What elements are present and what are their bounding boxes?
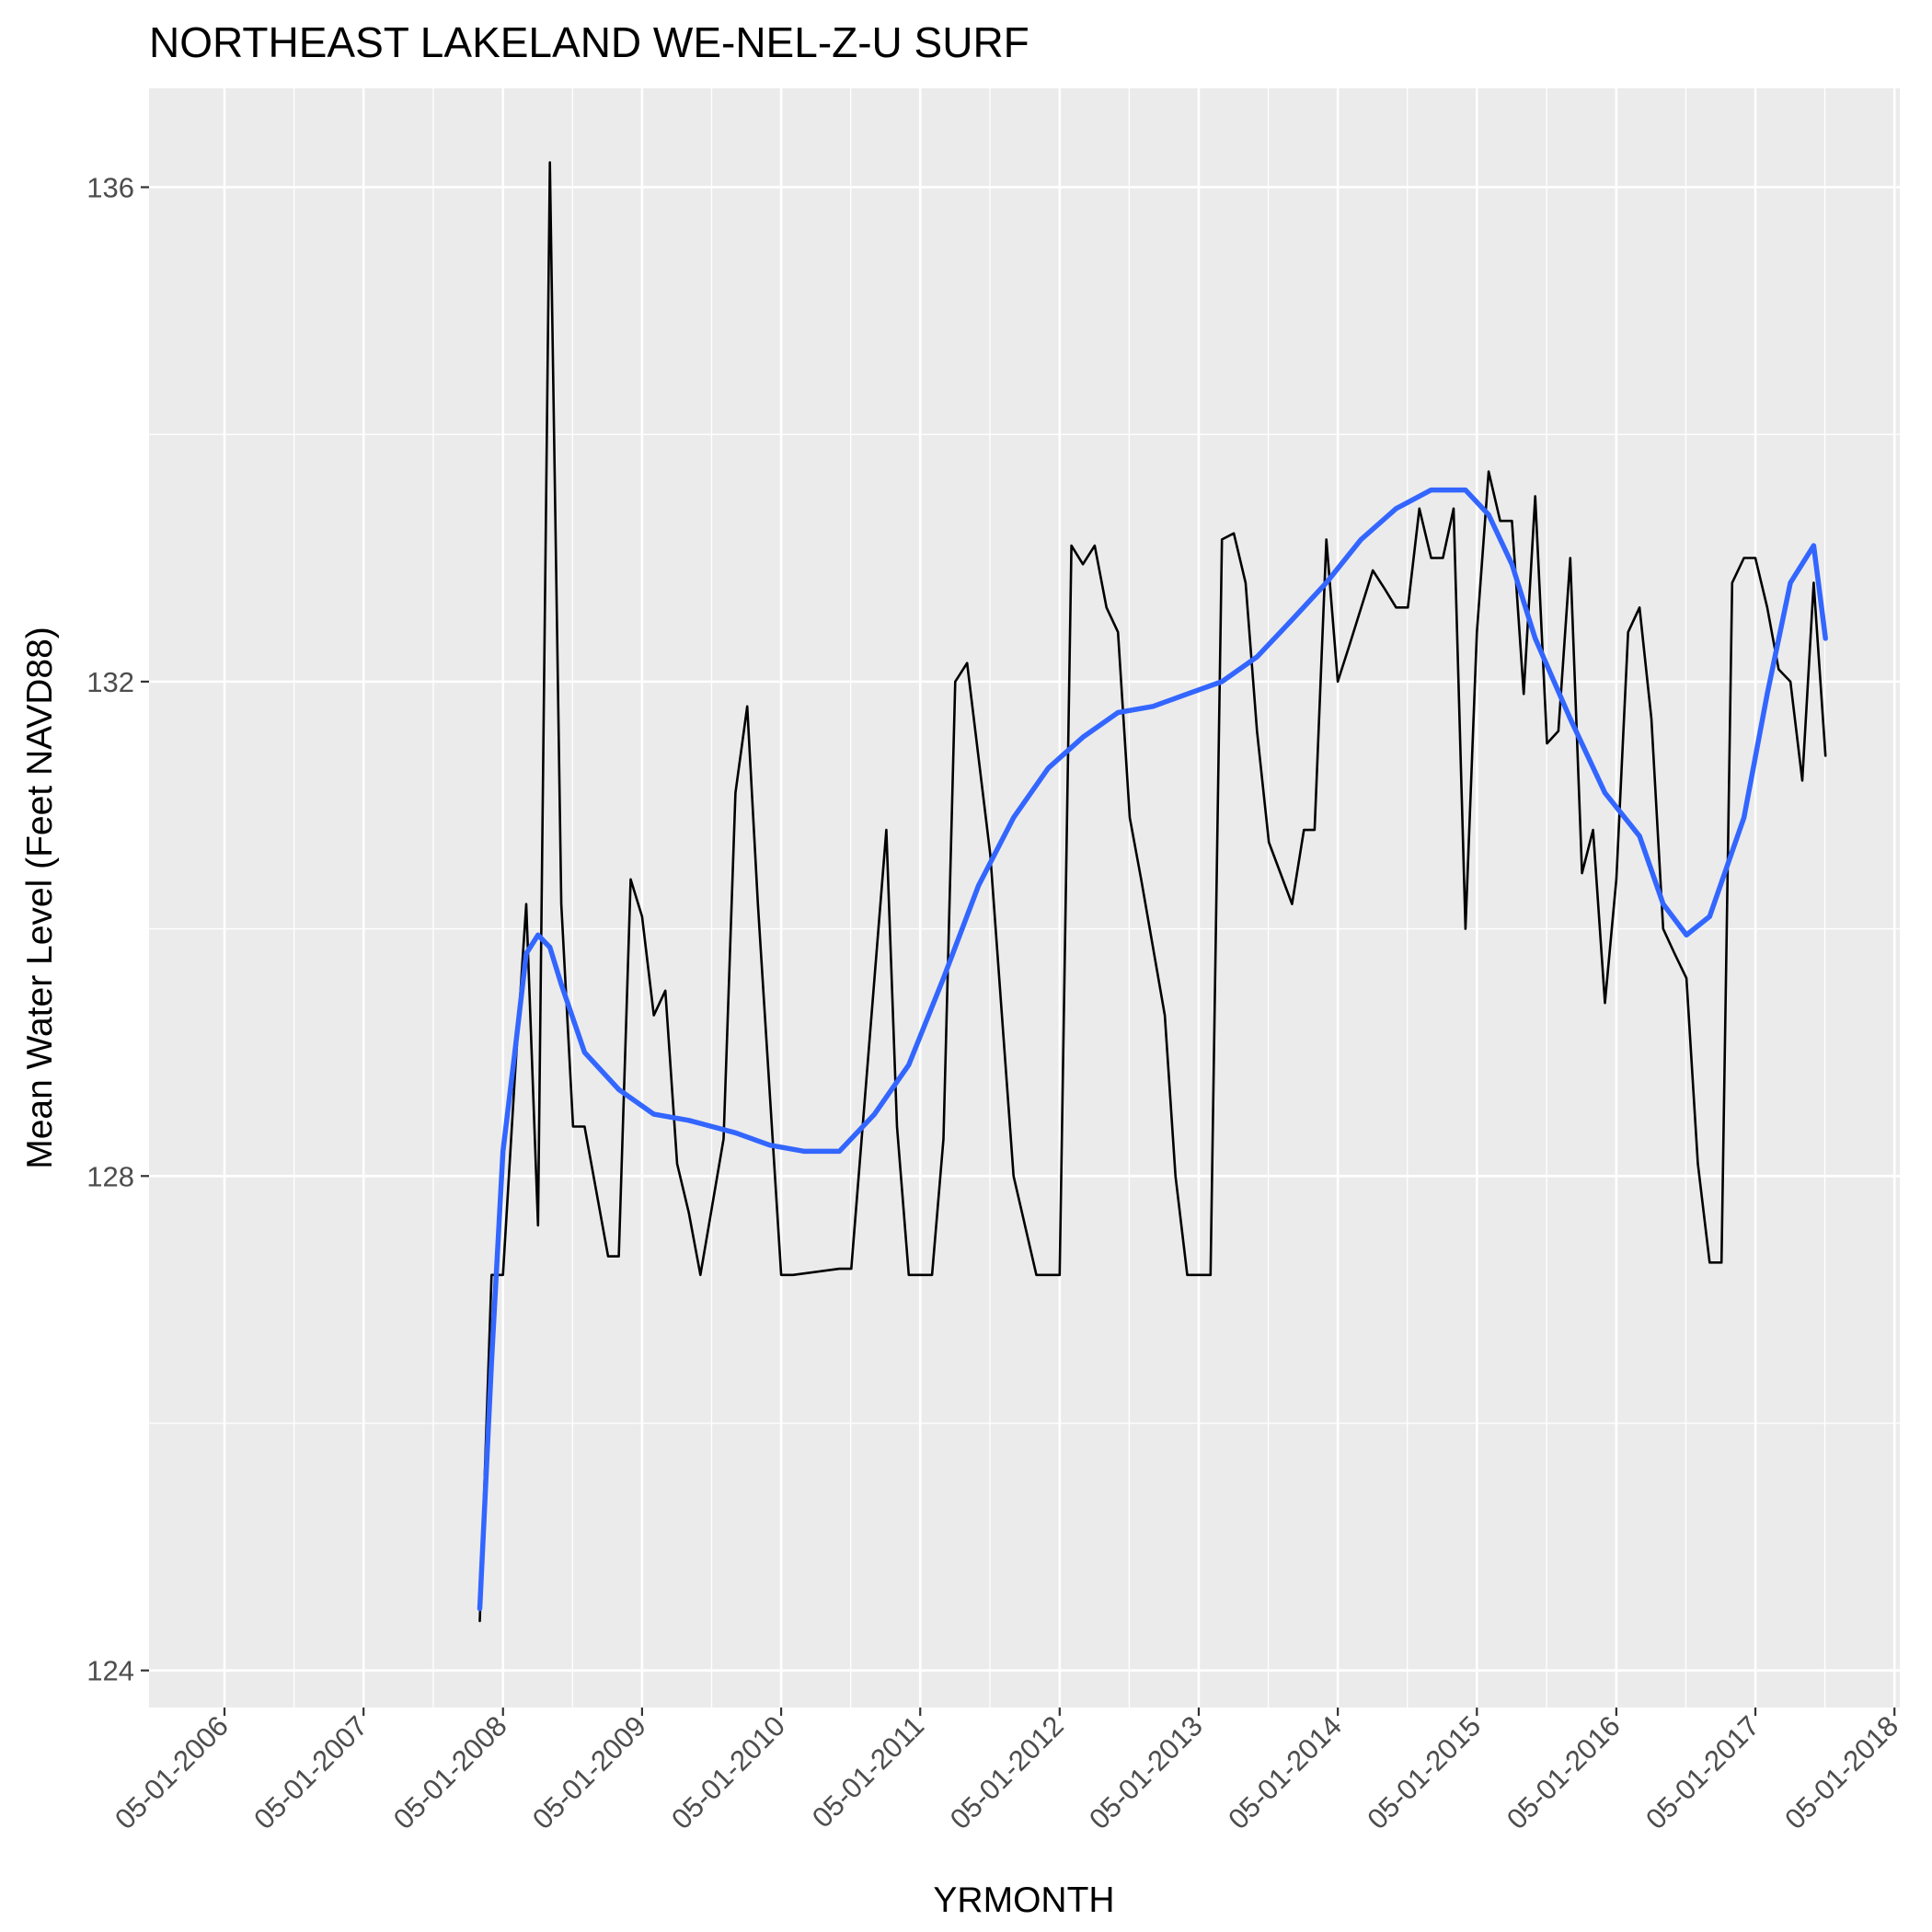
- y-axis-title: Mean Water Level (Feet NAVD88): [20, 627, 60, 1169]
- x-axis: 05-01-2006 05-01-2007 05-01-2008 05-01-2009…: [109, 1708, 1904, 1835]
- x-tick-label: 05-01-2008: [387, 1709, 513, 1835]
- y-tick-label: 136: [86, 171, 134, 203]
- chart-title: NORTHEAST LAKELAND WE-NEL-Z-U SURF: [149, 18, 1029, 66]
- x-tick-label: 05-01-2011: [806, 1709, 930, 1834]
- x-axis-title: YRMONTH: [933, 1880, 1114, 1920]
- x-tick-label: 05-01-2012: [944, 1709, 1070, 1835]
- plot-panel: [149, 88, 1900, 1708]
- x-tick-label: 05-01-2015: [1361, 1709, 1487, 1835]
- x-tick-label: 05-01-2013: [1083, 1709, 1209, 1835]
- x-tick-label: 05-01-2016: [1501, 1709, 1627, 1835]
- x-tick-label: 05-01-2010: [665, 1709, 791, 1835]
- y-axis: 124 128 132 136: [86, 171, 149, 1687]
- series-layer: [477, 161, 1828, 1623]
- x-tick-label: 05-01-2017: [1639, 1709, 1765, 1835]
- major-gridlines: [149, 88, 1900, 1708]
- x-tick-label: 05-01-2006: [109, 1709, 235, 1835]
- x-tick-label: 05-01-2007: [247, 1709, 374, 1835]
- y-tick-label: 124: [86, 1655, 134, 1687]
- x-tick-label: 05-01-2009: [526, 1709, 652, 1835]
- water-level-line: [478, 161, 1827, 1623]
- x-tick-label: 05-01-2018: [1778, 1709, 1904, 1835]
- x-tick-label: 05-01-2014: [1222, 1709, 1348, 1835]
- minor-gridlines: [149, 88, 1900, 1708]
- y-tick-label: 128: [86, 1160, 134, 1192]
- smooth-trend-line: [477, 487, 1828, 1612]
- y-tick-label: 132: [86, 666, 134, 698]
